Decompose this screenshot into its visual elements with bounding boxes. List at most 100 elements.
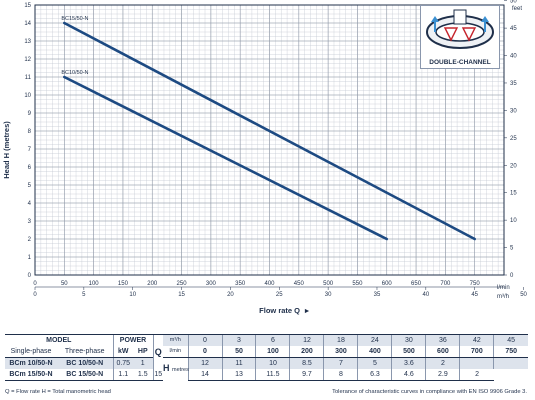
q-m3h-cell: 18 xyxy=(323,334,358,346)
head-cell: 9.7 xyxy=(289,369,324,381)
power-header: POWER xyxy=(112,334,154,346)
feet-tick-label: 15 xyxy=(510,191,517,197)
y-tick-label: 1 xyxy=(28,255,32,261)
model-header: MODEL xyxy=(5,334,113,346)
m3h-tick-label: 35 xyxy=(374,292,381,298)
q-lmin-cell: 500 xyxy=(391,346,426,358)
double-channel-badge: DOUBLE-CHANNEL xyxy=(420,5,500,69)
series-label: BC10/50-N xyxy=(61,70,88,76)
head-cell: 11.5 xyxy=(255,369,290,381)
x-axis-arrow: ▸ xyxy=(304,306,310,315)
performance-table: MODEL POWER Q m³/h 0 3 6 12 18 24 30 36 … xyxy=(5,334,528,381)
y-tick-label: 2 xyxy=(28,237,32,243)
footnote-tolerance: Tolerance of characteristic curves in co… xyxy=(332,389,527,395)
head-cell: 8 xyxy=(323,369,358,381)
q-lmin-cell: 0 xyxy=(187,346,222,358)
head-cell: 7 xyxy=(323,357,358,369)
feet-tick-label: 0 xyxy=(510,273,514,279)
head-cell: 2 xyxy=(425,357,460,369)
head-cell xyxy=(459,357,494,369)
q-m3h-cell: 12 xyxy=(289,334,324,346)
head-cell: 5 xyxy=(357,357,392,369)
q-lmin-cell: 50 xyxy=(221,346,256,358)
m3h-tick-label: 30 xyxy=(325,292,332,298)
x-tick-label: 750 xyxy=(470,281,481,287)
m3h-tick-label: 20 xyxy=(227,292,234,298)
x-tick-label: 350 xyxy=(235,281,246,287)
y-tick-label: 11 xyxy=(25,75,32,81)
q-lmin-cell: 200 xyxy=(289,346,324,358)
h-label: H metres xyxy=(163,357,189,381)
m3h-tick-label: 10 xyxy=(129,292,136,298)
y-tick-label: 4 xyxy=(28,201,32,207)
feet-tick-label: 50 xyxy=(510,0,517,5)
q-label: Q xyxy=(152,334,164,369)
x-axis-title: Flow rate Q xyxy=(259,306,300,315)
q-lmin-cell: 300 xyxy=(323,346,358,358)
m3h-tick-label: 15 xyxy=(178,292,185,298)
q-m3h-cell: 6 xyxy=(255,334,290,346)
series-line-0 xyxy=(63,21,476,241)
y-tick-label: 15 xyxy=(24,3,31,9)
feet-tick-label: 35 xyxy=(510,81,517,87)
head-cell xyxy=(493,357,528,369)
h-label-text: H xyxy=(163,362,170,373)
single-phase-header: Single-phase xyxy=(5,346,57,358)
power-kw: 0.75 xyxy=(112,357,133,369)
x-tick-label: 200 xyxy=(147,281,158,287)
feet-tick-label: 10 xyxy=(510,218,517,224)
y-tick-label: 6 xyxy=(28,165,32,171)
head-cell: 4.6 xyxy=(391,369,426,381)
q-m3h-cell: 24 xyxy=(357,334,392,346)
q-lmin-cell: 750 xyxy=(493,346,528,358)
series-layer: BC15/50-N BC10/50-N xyxy=(61,16,476,241)
x-tick-label: 550 xyxy=(352,281,363,287)
table-row: BCm 10/50-N BC 10/50-N 0.75 1 H metres 1… xyxy=(5,357,528,381)
m3h-tick-label: 0 xyxy=(33,292,37,298)
series-label: BC15/50-N xyxy=(61,16,88,22)
y-tick-label: 13 xyxy=(24,39,31,45)
feet-tick-label: 25 xyxy=(510,136,517,142)
q-m3h-cell: 36 xyxy=(425,334,460,346)
x-tick-label: 400 xyxy=(264,281,275,287)
q-lmin-cell: 700 xyxy=(459,346,494,358)
q-m3h-cell: 0 xyxy=(187,334,222,346)
y-tick-label: 5 xyxy=(28,183,32,189)
power-hp: 1.5 xyxy=(133,369,154,381)
x-tick-label: 600 xyxy=(382,281,393,287)
q-lmin-cell: 100 xyxy=(255,346,290,358)
top-unit-lmin: l/min xyxy=(497,285,510,291)
plot-frame xyxy=(34,4,505,276)
feet-tick-label: 45 xyxy=(510,26,517,32)
head-cell: 12 xyxy=(187,357,222,369)
x-tick-label: 50 xyxy=(61,281,68,287)
m3h-tick-label: 40 xyxy=(422,292,429,298)
bottom-unit-m3h: m³/h xyxy=(497,294,509,300)
three-phase-model: BC 15/50-N xyxy=(57,369,113,381)
head-cell: 14 xyxy=(187,369,222,381)
head-cell: 2.9 xyxy=(425,369,460,381)
right-axis-unit: feet xyxy=(512,6,522,12)
head-cell: 11 xyxy=(221,357,256,369)
y-axis-title: Head H (metres) xyxy=(2,121,11,179)
single-phase-model: BCm 10/50-N xyxy=(9,360,53,367)
x-tick-label: 0 xyxy=(33,281,37,287)
q-m3h-cell: 30 xyxy=(391,334,426,346)
head-cell: 10 xyxy=(255,357,290,369)
x-tick-label: 500 xyxy=(323,281,334,287)
head-cell: 8.5 xyxy=(289,357,324,369)
feet-tick-label: 5 xyxy=(510,246,514,252)
q-m3h-cell: 42 xyxy=(459,334,494,346)
x-tick-label: 650 xyxy=(411,281,422,287)
metres-unit: metres xyxy=(172,366,189,373)
y-tick-label: 14 xyxy=(24,21,31,27)
footnote-legend: Q = Flow rate H = Total manometric head xyxy=(5,389,111,395)
m3h-tick-label: 5 xyxy=(82,292,86,298)
q-lmin-cell: 600 xyxy=(425,346,460,358)
q-m3h-cell: 45 xyxy=(493,334,528,346)
head-cell: 6.3 xyxy=(357,369,392,381)
y-tick-label: 7 xyxy=(28,147,32,153)
single-phase-model: BCm 15/50-N xyxy=(5,369,57,381)
head-cell: 3.6 xyxy=(391,357,426,369)
head-cell: 13 xyxy=(221,369,256,381)
